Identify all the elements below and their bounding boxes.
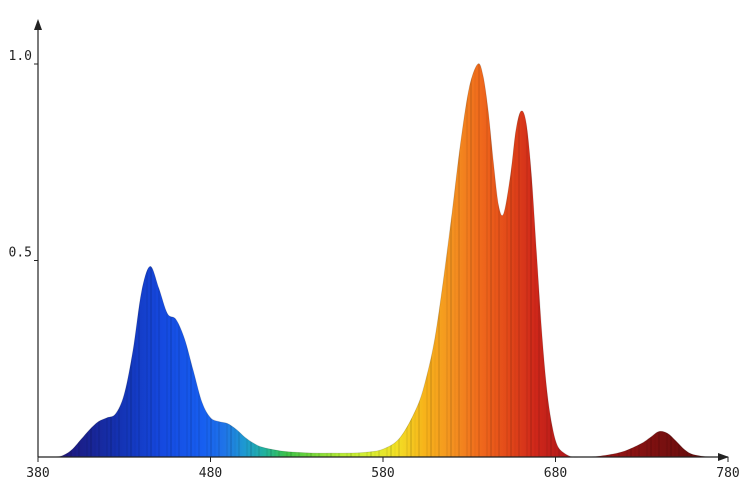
y-tick-label: 0.5 [9,246,32,261]
x-tick-label: 380 [26,466,49,481]
x-axis-arrow [718,453,729,461]
spectrum-area-series-0 [38,63,728,458]
x-tick-label: 480 [199,466,222,481]
x-tick-label: 580 [371,466,394,481]
x-tick-label: 680 [544,466,567,481]
x-tick-label: 780 [716,466,739,481]
y-tick-label: 1.0 [9,49,32,64]
y-axis-arrow [34,19,42,30]
